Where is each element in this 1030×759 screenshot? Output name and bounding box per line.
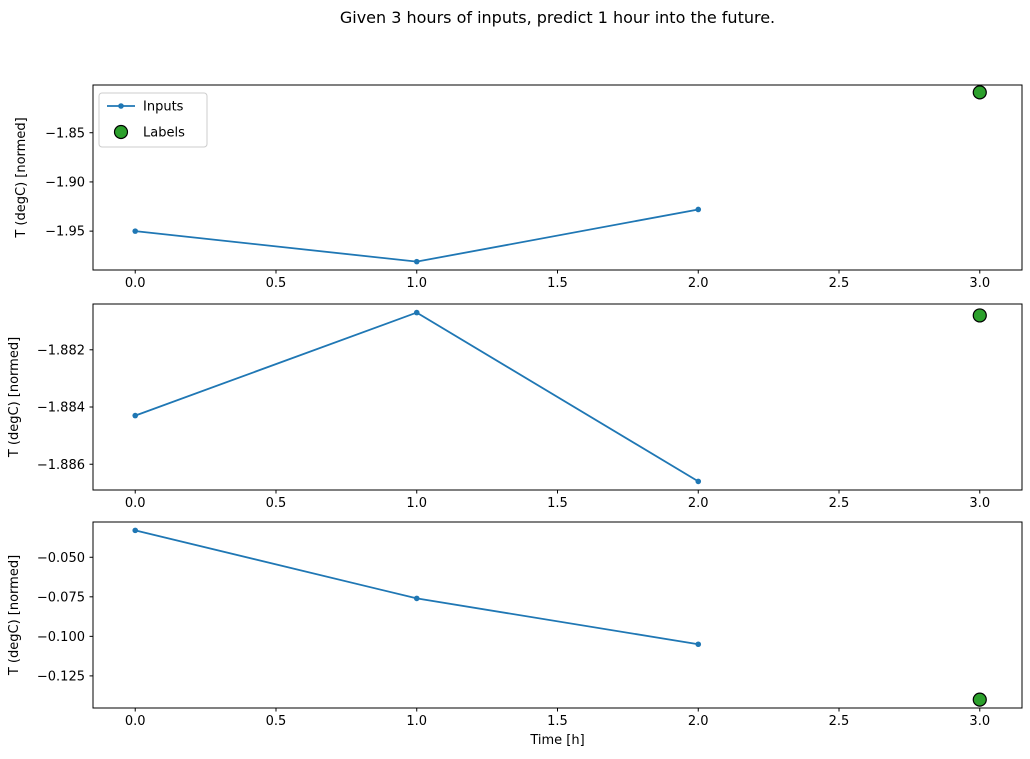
x-tick-label: 1.0 <box>406 496 427 511</box>
axes-frame <box>92 521 1023 709</box>
inputs-marker <box>413 258 420 265</box>
x-tick-label: 1.5 <box>547 714 568 729</box>
x-tick-label: 3.0 <box>969 276 990 291</box>
x-tick-label: 0.0 <box>125 496 146 511</box>
inputs-marker <box>132 527 139 534</box>
x-tick-label: 0.0 <box>125 714 146 729</box>
x-tick-label: 0.5 <box>266 276 287 291</box>
x-tick-label: 2.5 <box>829 496 850 511</box>
x-tick-label: 1.0 <box>406 714 427 729</box>
inputs-line <box>134 529 700 646</box>
legend: Inputs Labels <box>98 92 208 148</box>
labels-point <box>972 85 987 100</box>
y-tick-label: −0.100 <box>37 630 85 645</box>
inputs-line <box>134 311 700 483</box>
x-tick-label: 1.5 <box>547 496 568 511</box>
inputs-marker <box>695 641 702 648</box>
y-tick-label: −1.886 <box>37 458 85 473</box>
labels-point <box>972 308 987 323</box>
y-axis-label: T (degC) [normed] <box>7 555 22 676</box>
x-tick-label: 2.0 <box>688 276 709 291</box>
x-tick-label: 0.5 <box>266 496 287 511</box>
inputs-marker <box>132 228 139 234</box>
x-tick-label: 1.0 <box>406 276 427 291</box>
x-tick-label: 3.0 <box>969 714 990 729</box>
y-axis-label: T (degC) [normed] <box>7 337 22 458</box>
x-tick-label: 3.0 <box>969 496 990 511</box>
x-tick-label: 2.0 <box>688 496 709 511</box>
y-axis-label: T (degC) [normed] <box>14 117 29 238</box>
x-tick-label: 2.5 <box>829 714 850 729</box>
x-tick-label: 2.0 <box>688 714 709 729</box>
x-tick-label: 0.5 <box>266 714 287 729</box>
y-tick-label: −1.884 <box>37 401 85 416</box>
figure-title: Given 3 hours of inputs, predict 1 hour … <box>339 8 776 27</box>
y-tick-label: −1.95 <box>45 225 85 240</box>
y-tick-label: −0.075 <box>37 590 85 605</box>
inputs-marker <box>132 412 139 419</box>
subplot-3: 0.0 0.5 1.0 1.5 2.0 2.5 3.0 −0.050 −0.075 −0.100 −… <box>7 521 1023 748</box>
y-tick-label: −0.125 <box>37 669 85 684</box>
legend-inputs-label: Inputs <box>143 100 184 115</box>
legend-labels-label: Labels <box>143 126 185 141</box>
x-tick-label: 0.0 <box>125 276 146 291</box>
legend-inputs-marker <box>118 103 124 109</box>
labels-point <box>972 692 987 707</box>
inputs-marker <box>695 206 702 213</box>
y-tick-label: −1.90 <box>45 175 85 190</box>
y-tick-label: −0.050 <box>37 551 85 566</box>
x-tick-label: 2.5 <box>829 276 850 291</box>
y-tick-label: −1.882 <box>37 343 85 358</box>
subplot-2: 0.0 0.5 1.0 1.5 2.0 2.5 3.0 −1.882 −1.884 −1.886 T… <box>7 303 1023 511</box>
inputs-marker <box>413 595 420 602</box>
x-axis-label: Time [h] <box>529 733 584 748</box>
subplot-1: 0.0 0.5 1.0 1.5 2.0 2.5 3.0 −1.85 −1.90 −1.95 T (d… <box>14 84 1023 291</box>
inputs-line <box>134 208 700 263</box>
legend-labels-marker <box>113 124 129 140</box>
inputs-marker <box>413 309 420 316</box>
inputs-marker <box>695 478 702 485</box>
x-tick-label: 1.5 <box>547 276 568 291</box>
y-tick-label: −1.85 <box>45 126 85 141</box>
